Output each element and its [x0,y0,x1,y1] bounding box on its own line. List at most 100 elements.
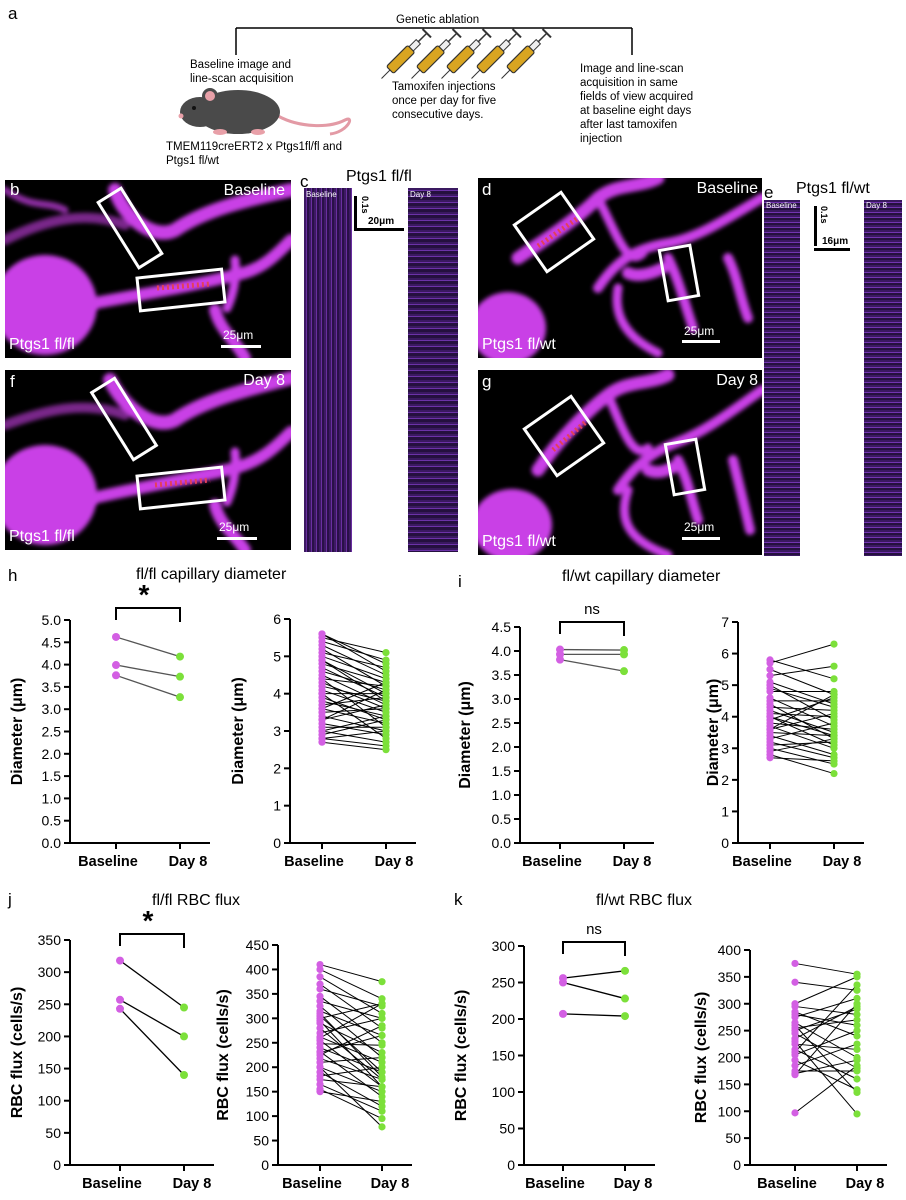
day8-point [382,697,390,705]
significance-bracket [119,933,185,948]
baseline-point [316,1048,324,1057]
plot-title-j: fl/fl RBC flux [152,892,241,909]
syringe-icon [411,28,462,79]
text-line: fields of view acquired [580,91,694,103]
pair-line [319,1034,383,1054]
day8-step-text: Image and line-scan acquisition in same … [580,62,693,146]
day8-point [830,675,838,683]
pair-line [319,1078,383,1088]
image-panel-f: Day 8 Ptgs1 fl/fl 25μm [5,370,291,550]
day8-point [853,986,861,994]
y-tick-label: 400 [718,942,742,958]
y-tick-label: 1.5 [492,763,512,779]
day8-point [378,1107,386,1115]
pair-line [319,1066,383,1077]
baseline-point [791,1109,799,1117]
y-axis-label: RBC flux (cells/s) [9,987,26,1119]
time-scale-bar [354,196,357,228]
vessel-image [5,371,291,550]
pair-line [319,1039,383,1088]
panel-letter-a: a [8,4,18,23]
linescan-right-label: Day 8 [410,190,431,199]
pair-line [794,962,858,975]
pair-line [769,697,835,721]
scale-bar-label: 25μm [219,520,250,534]
significance-label: ns [584,601,600,618]
pair-line [321,693,387,739]
x-tick-label: Baseline [732,854,792,870]
linescan-title-e: Ptgs1 fl/wt [796,180,870,197]
linescan-left-label: Baseline [766,201,797,210]
pair-line [794,1003,858,1076]
pair-line [321,704,387,721]
baseline-point [316,965,324,974]
day8-point [378,1073,386,1081]
baseline-point [766,672,774,680]
pair-line [115,674,181,698]
y-tick-label: 0 [261,1157,269,1173]
pair-line [769,725,835,749]
day8-point [853,1032,861,1040]
syringe-icon [471,28,522,79]
text-line: consecutive days. [392,109,484,121]
pair-line [321,655,387,680]
baseline-point [791,978,799,986]
y-tick-label: 100 [492,1084,516,1100]
baseline-point [791,1037,799,1045]
day8-point [830,757,838,765]
pair-line [119,999,185,1037]
text-line: line-scan acquisition [190,73,294,85]
y-tick-label: 300 [492,938,516,954]
tamoxifen-text: Tamoxifen injections once per day for fi… [392,80,496,122]
linescan-title-c: Ptgs1 fl/fl [346,168,412,185]
genotype-label: Ptgs1 fl/fl [9,528,75,545]
genetic-ablation-label: Genetic ablation [396,14,480,26]
y-tick-label: 200 [246,1059,270,1075]
pair-line [321,640,387,661]
pair-line [794,1024,858,1093]
baseline-point [318,716,326,724]
baseline-point [316,1034,324,1042]
y-tick-label: 300 [246,1010,270,1026]
y-tick-label: 100 [246,1108,270,1124]
baseline-point [116,995,124,1004]
y-axis-label: RBC flux (cells/s) [453,990,470,1122]
pair-line [769,713,835,730]
pair-line [794,1059,858,1075]
day8-point [176,672,184,681]
baseline-point [316,1009,324,1018]
pair-line [321,730,387,743]
pair-line [321,737,387,747]
panel-letter-k: k [454,890,463,909]
image-corner-label: Baseline [223,182,285,199]
y-tick-label: 150 [718,1076,742,1092]
baseline-point [318,630,326,638]
y-tick-label: 0 [733,1157,741,1173]
pair-line [794,1059,858,1091]
y-axis-label: Diameter (μm) [457,681,474,789]
x-tick-label: Day 8 [846,1176,885,1192]
baseline-point [791,1056,799,1064]
significance-label: ns [586,921,602,938]
y-tick-label: 2.5 [42,724,62,740]
pair-line [559,659,625,672]
linescan-c-baseline [304,188,352,552]
day8-point [378,1000,386,1008]
space-scale-bar [354,228,404,231]
day8-point [378,1031,386,1040]
day8-point [853,1088,861,1097]
y-tick-label: 0 [507,1157,515,1173]
day8-point [620,667,628,676]
day8-point [378,1041,386,1049]
pair-line [319,1003,383,1019]
scale-bar [682,537,720,540]
day8-point [830,725,838,733]
y-tick-label: 7 [721,614,729,630]
panel-letter-g: g [482,372,492,391]
y-tick-label: 1 [721,803,729,819]
pair-line [769,741,835,746]
y-tick-label: 100 [38,1093,62,1109]
text-line: Tamoxifen injections [392,81,496,93]
y-tick-label: 300 [38,964,62,980]
scale-bar-label: 25μm [223,328,254,342]
